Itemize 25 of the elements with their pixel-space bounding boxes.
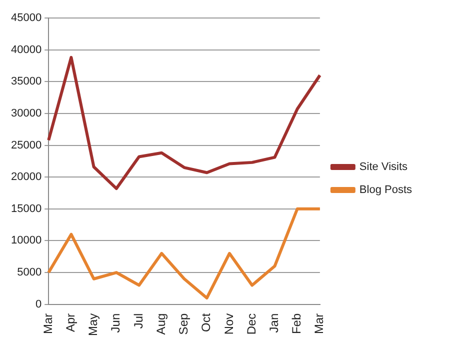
y-tick-label: 0 (35, 298, 42, 310)
x-tick-label: Aug (154, 313, 168, 335)
x-tick-label: Jan (267, 313, 282, 333)
x-tick-label: May (86, 313, 100, 336)
y-tick-label: 5000 (17, 266, 42, 279)
y-tick-label: 20000 (10, 171, 42, 184)
y-tick-label: 10000 (10, 234, 42, 247)
x-tick-label: Apr (64, 313, 78, 332)
legend-label: Blog Posts (359, 184, 412, 196)
y-tick-label: 30000 (10, 107, 42, 120)
x-tick-label: Jul (131, 313, 146, 329)
x-tick-label: Feb (290, 313, 304, 334)
y-tick-label: 15000 (10, 202, 42, 215)
x-tick-label: Dec (244, 313, 258, 335)
y-tick-label: 40000 (10, 44, 42, 56)
x-tick-label: Oct (199, 312, 214, 332)
y-tick-label: 35000 (10, 76, 42, 88)
x-tick-label: Sep (176, 313, 191, 335)
y-tick-label: 25000 (10, 139, 42, 152)
x-tick-label: Jun (108, 313, 123, 333)
x-tick-label: Mar (312, 313, 326, 334)
legend-label: Site Visits (359, 161, 408, 174)
x-tick-label: Mar (40, 313, 55, 334)
y-tick-label: 45000 (10, 12, 42, 24)
x-tick-label: Nov (222, 313, 236, 335)
